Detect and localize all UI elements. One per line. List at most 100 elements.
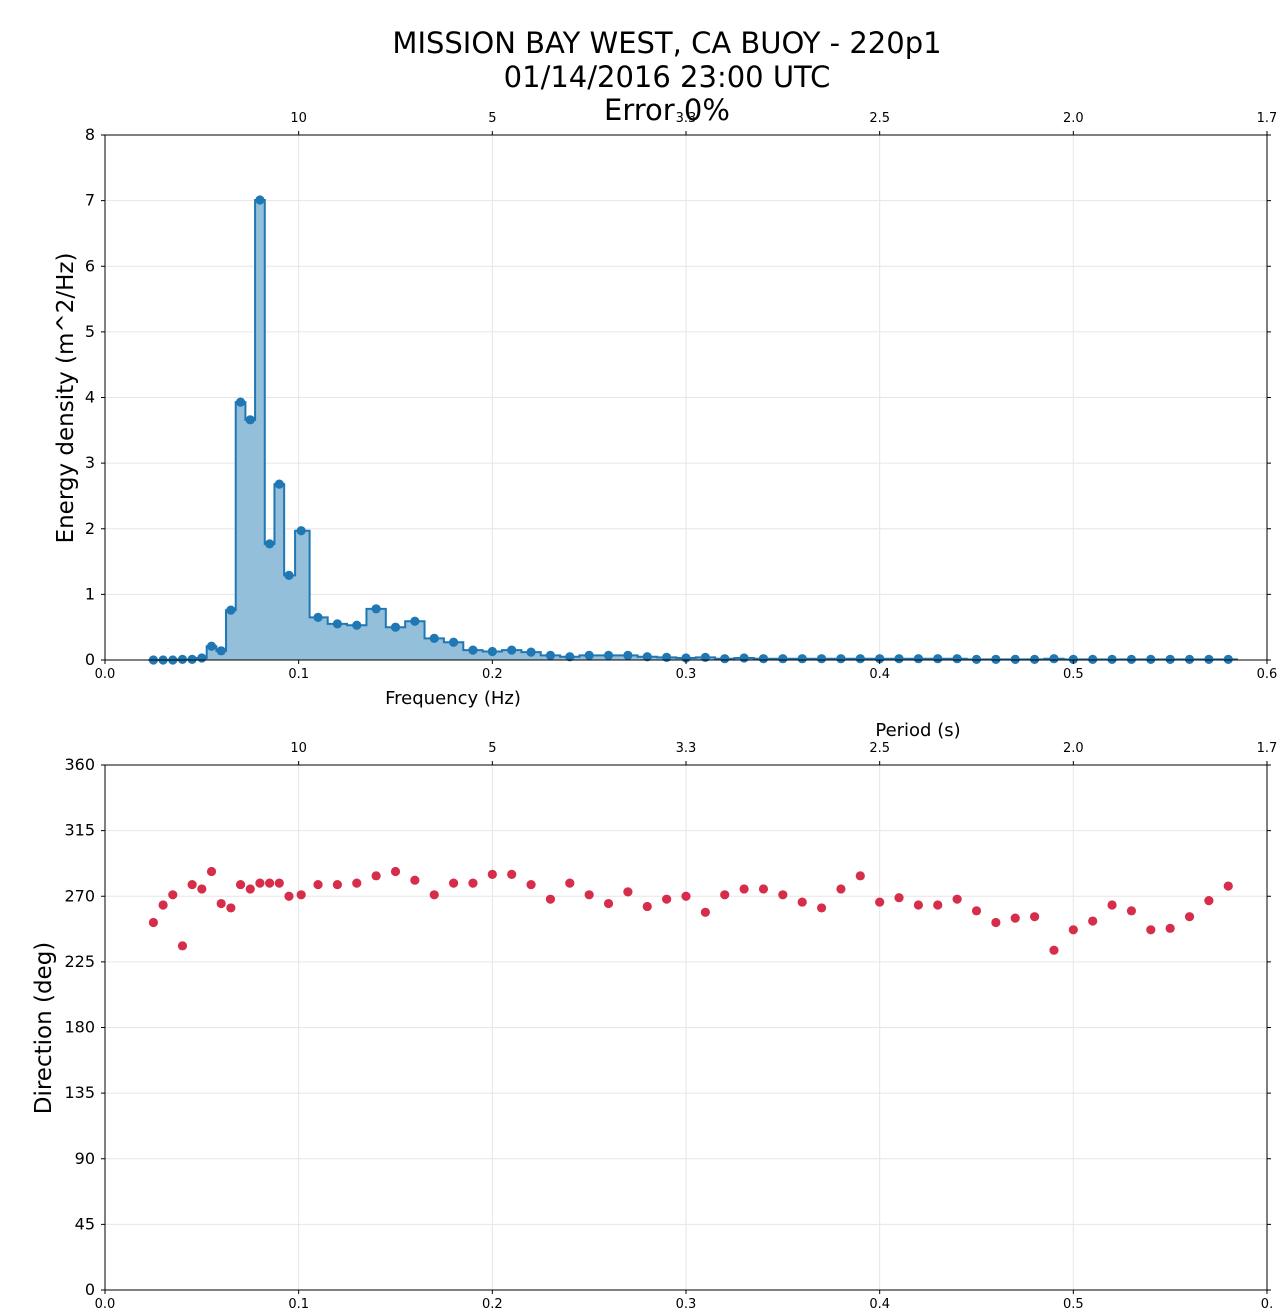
period-tick-label: 2.5 (869, 111, 890, 126)
direction-point (797, 897, 807, 907)
direction-axis-ticks: 0.0 0.1 0.2 0.3 0.4 0.5 0.04590135180225270315… (64, 741, 1277, 1312)
energy-point (265, 539, 275, 549)
energy-point (449, 637, 459, 647)
direction-point (332, 879, 342, 890)
direction-point (468, 878, 478, 888)
energy-point (797, 654, 807, 664)
x-tick-label: 0.5 (1063, 667, 1084, 682)
energy-point (623, 650, 633, 661)
energy-point (739, 653, 749, 663)
energy-point (507, 645, 517, 655)
energy-point (390, 622, 401, 632)
energy-point (933, 654, 943, 664)
direction-point (1010, 913, 1020, 923)
direction-point (952, 894, 962, 904)
energy-point (952, 654, 962, 664)
direction-point (913, 900, 924, 910)
direction-point (816, 903, 827, 913)
energy-point (1165, 654, 1175, 664)
y-tick-label: 45 (75, 1214, 95, 1233)
direction-point (352, 878, 362, 888)
direction-point (1126, 906, 1137, 916)
direction-point (487, 869, 497, 879)
direction-point (565, 878, 575, 888)
direction-point (168, 890, 178, 900)
x-tick-label: 0.0 (95, 667, 116, 682)
y-tick-label: 7 (85, 191, 95, 210)
energy-point (603, 650, 614, 661)
direction-point (623, 887, 633, 897)
energy-axis-ticks: 0.0 0.1 0.2 0.3 0.4 0.5 0.6 0 1 2 3 4 5 6 7 8 10 5 3.3 2.5 2… (85, 111, 1278, 682)
energy-point (584, 650, 594, 661)
energy-point (206, 641, 217, 651)
direction-point (255, 878, 265, 888)
direction-point (449, 878, 459, 888)
energy-point (1088, 654, 1098, 664)
x-tick-label: 0.4 (869, 1297, 890, 1312)
y-tick-label: 360 (64, 755, 95, 774)
energy-point (487, 646, 497, 657)
x-tick-label: 0.3 (676, 667, 697, 682)
direction-point (507, 869, 517, 879)
direction-point (526, 879, 536, 890)
y-tick-label: 315 (64, 821, 95, 840)
chart-title-line-3: Error 0% (604, 93, 730, 127)
direction-point (720, 890, 730, 900)
direction-point (991, 917, 1001, 928)
energy-point (226, 605, 236, 615)
period-tick-label: 2.0 (1063, 111, 1084, 126)
direction-point (1030, 912, 1040, 922)
energy-point (255, 195, 265, 205)
energy-point (1010, 654, 1020, 664)
y-tick-label: 1 (85, 584, 95, 603)
direction-point (700, 907, 710, 917)
direction-point (158, 900, 168, 910)
energy-point (352, 620, 362, 630)
direction-grid (104, 764, 1268, 1291)
direction-point (1146, 925, 1156, 935)
direction-point (1107, 900, 1117, 910)
period-tick-label: 5 (488, 111, 496, 126)
direction-point (216, 898, 226, 909)
energy-point (1049, 654, 1059, 664)
x-tick-label: 0.1 (288, 667, 309, 682)
direction-point (545, 894, 556, 904)
energy-point (855, 654, 865, 664)
period-axis-label: Period (s) (875, 720, 960, 741)
period-tick-label: 1.7 (1257, 741, 1278, 756)
energy-point (700, 652, 710, 662)
period-tick-label: 3.3 (676, 111, 697, 126)
direction-point (296, 890, 306, 900)
direction-point (274, 878, 284, 888)
energy-spectrum-points (148, 195, 1233, 665)
y-tick-label: 6 (85, 256, 95, 275)
direction-point (1223, 881, 1233, 891)
energy-point (1068, 654, 1078, 664)
energy-point (1030, 654, 1040, 664)
direction-point (855, 871, 865, 881)
energy-point (991, 654, 1001, 664)
energy-point (778, 654, 788, 664)
direction-point (894, 893, 904, 903)
direction-point (681, 891, 691, 901)
direction-point (197, 884, 207, 894)
direction-point (245, 884, 255, 894)
direction-point (875, 897, 885, 907)
direction-point (410, 875, 420, 885)
energy-point (1146, 654, 1156, 664)
energy-point (177, 654, 188, 664)
energy-point (197, 653, 207, 663)
energy-point (720, 654, 730, 664)
energy-x-axis-label: Frequency (Hz) (385, 688, 521, 709)
y-tick-label: 135 (64, 1083, 95, 1102)
direction-point (1165, 923, 1175, 933)
period-tick-label: 10 (290, 741, 307, 756)
x-tick-label: 0.4 (869, 667, 890, 682)
direction-point (390, 866, 401, 877)
period-tick-label: 10 (290, 111, 307, 126)
energy-point (429, 633, 439, 643)
direction-point (226, 903, 236, 913)
energy-point (526, 647, 536, 657)
x-tick-label: 0.0 (95, 1297, 116, 1312)
energy-point (758, 654, 769, 664)
